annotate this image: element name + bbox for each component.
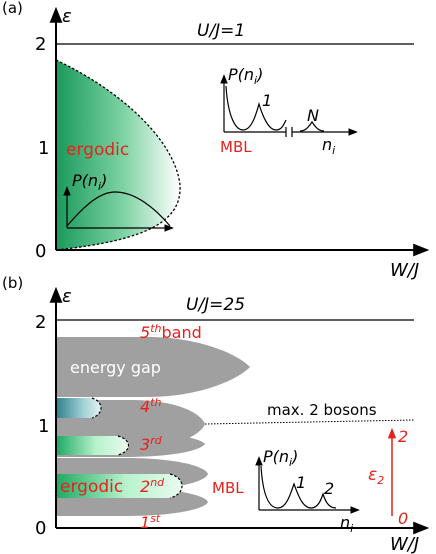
tick-label-a-1: 1: [38, 138, 49, 159]
ratio-label-a: U/J=1: [197, 21, 245, 41]
tick-label-a-2: 2: [35, 34, 46, 55]
tick-label-b-2: 2: [35, 312, 46, 333]
panel-a-label: (a): [2, 0, 23, 17]
band-2-label: 2nd: [140, 476, 165, 496]
band-4-ergodic-boundary: [91, 397, 102, 419]
inset-mbl-b-y-label: P(ni): [263, 447, 298, 469]
ergodic-boundary-a: [55, 59, 181, 251]
boson-note: max. 2 bosons: [267, 401, 377, 419]
inset-mbl-b-peak-1-label: 1: [296, 473, 306, 492]
panel-b-label: (b): [2, 274, 23, 292]
epsilon2-label: ε2: [368, 465, 384, 487]
panel-a: (a) ε W/J 2 1 0 U/J=1 ergodic MBL P(ni): [2, 0, 430, 281]
band-2-ergodic-region: [56, 474, 182, 498]
band-5-gray: [56, 337, 250, 397]
ergodic-label-a: ergodic: [66, 140, 129, 160]
panel-b: (b) ε W/J 2 1 0 U/J=25 energy gap 5thban…: [2, 274, 430, 554]
inset-mbl-a-peaks: [225, 85, 287, 131]
inset-a-y-label: P(ni): [72, 171, 107, 193]
band-3-ergodic-boundary: [117, 435, 130, 456]
inset-mbl-b-peak-2-label: 2: [324, 479, 334, 498]
mbl-label-a: MBL: [220, 138, 252, 156]
epsilon2-top-label: 2: [398, 427, 408, 446]
band-4-ergodic-region: [56, 398, 101, 418]
y-axis-label-a: ε: [62, 6, 72, 27]
ratio-label-b: U/J=25: [186, 295, 245, 315]
ergodic-inset-a: P(ni): [63, 171, 174, 232]
mbl-inset-a: P(ni) 1 N ni: [220, 65, 358, 157]
band-3-label: 3rd: [140, 434, 163, 454]
band-2-ergodic-boundary: [169, 473, 183, 499]
band-5-label: 5thband: [140, 322, 202, 342]
tick-label-a-0: 0: [35, 241, 46, 262]
band-3-ergodic-region: [56, 436, 129, 455]
ergodic-label-b: ergodic: [60, 477, 123, 497]
band-4-label: 4th: [140, 396, 162, 416]
epsilon2-bottom-label: 0: [398, 509, 408, 528]
energy-gap-label: energy gap: [70, 358, 161, 377]
x-axis-label-a: W/J: [390, 260, 419, 281]
inset-mbl-a-peak-n: [299, 120, 325, 132]
inset-a-distribution-curve: [66, 191, 171, 227]
band-1-label: 1st: [140, 512, 161, 532]
inset-mbl-a-peak-n-label: N: [307, 106, 319, 125]
mbl-label-b: MBL: [212, 479, 244, 497]
inset-mbl-a-y-label: P(ni): [228, 65, 263, 87]
ergodic-region-a: [56, 60, 181, 250]
y-axis-label-b: ε: [62, 286, 72, 307]
boson-cutoff-line: [204, 419, 415, 425]
inset-mbl-b-peaks: [260, 465, 337, 509]
x-axis-label-b: W/J: [390, 534, 419, 554]
tick-label-b-0: 0: [35, 518, 46, 539]
inset-mbl-b-x-label: ni: [340, 513, 353, 535]
tick-label-b-1: 1: [38, 416, 49, 437]
inset-mbl-a-peak-1-label: 1: [262, 91, 272, 110]
mbl-inset-b: P(ni) 1 2 ni: [255, 447, 360, 535]
inset-mbl-a-x-label: ni: [322, 135, 335, 157]
